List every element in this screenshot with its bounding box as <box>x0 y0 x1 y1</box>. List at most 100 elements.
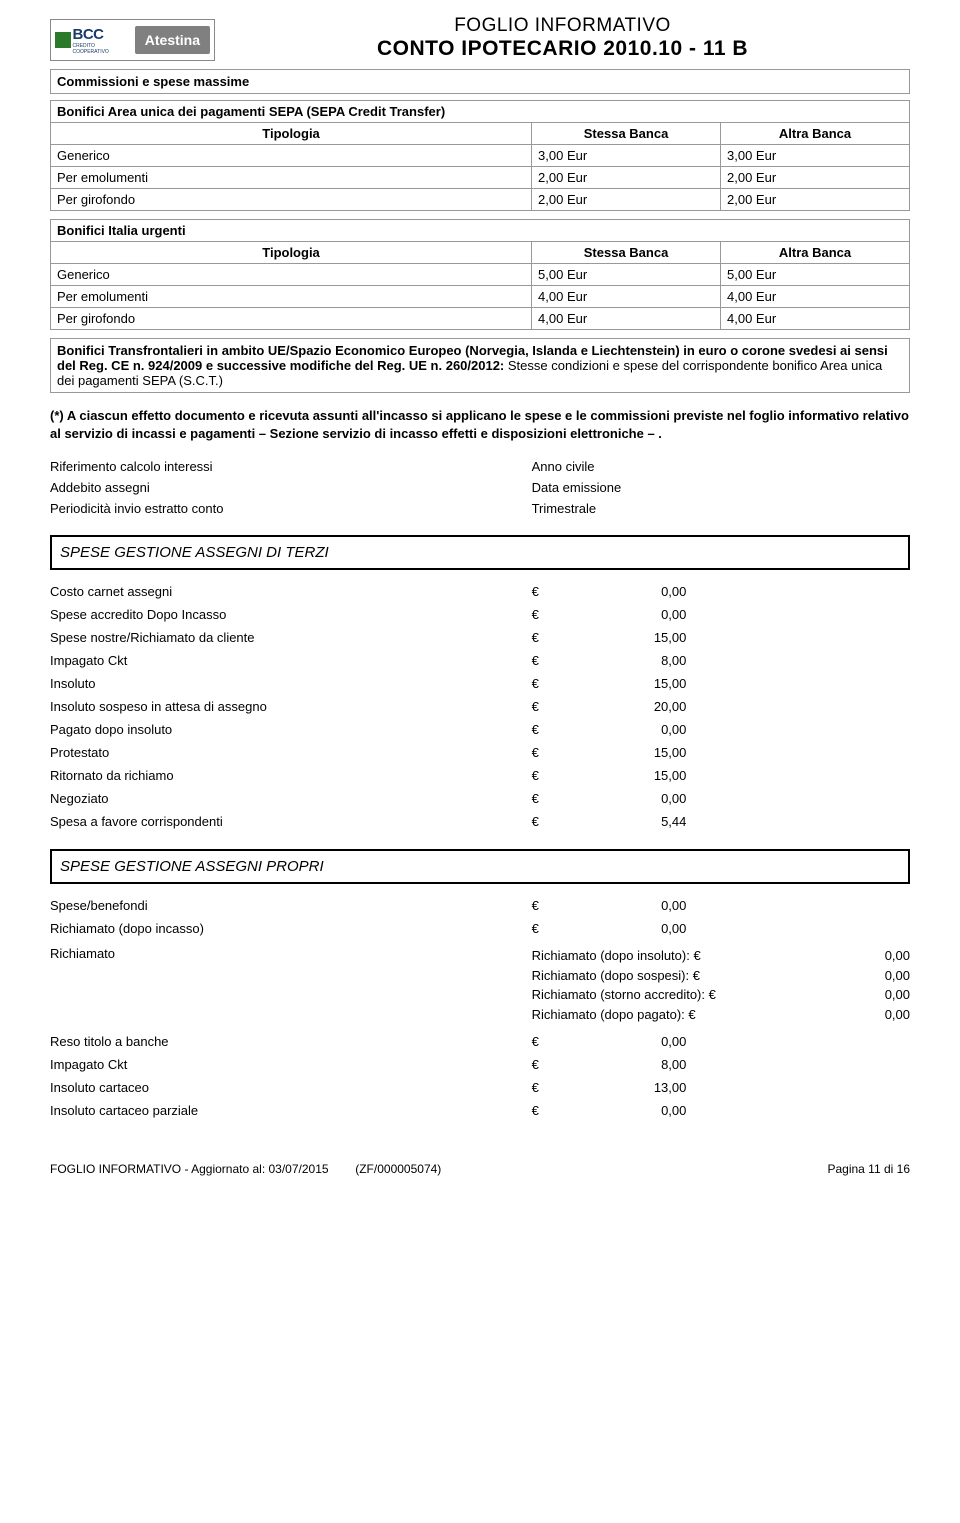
bank-logo: BCC CREDITO COOPERATIVO Atestina <box>50 19 215 61</box>
fee-label: Negoziato <box>50 791 532 806</box>
asterisk-paragraph: (*) A ciascun effetto documento e ricevu… <box>50 407 910 442</box>
richiamato-line: Richiamato (dopo pagato): €0,00 <box>532 1005 910 1025</box>
cell: 2,00 Eur <box>721 189 910 211</box>
fee-currency: € <box>532 1034 584 1049</box>
fee-row: Spese accredito Dopo Incasso€0,00 <box>50 603 910 626</box>
richiamato-line: Richiamato (storno accredito): €0,00 <box>532 985 910 1005</box>
cell: 4,00 Eur <box>721 286 910 308</box>
richiamato-block: Richiamato Richiamato (dopo insoluto): €… <box>50 940 910 1030</box>
section-commissioni-heading: Commissioni e spese massime <box>50 69 910 94</box>
fee-label: Reso titolo a banche <box>50 1034 532 1049</box>
fee-label: Insoluto cartaceo parziale <box>50 1103 532 1118</box>
kv-key: Addebito assegni <box>50 480 532 495</box>
fee-label: Pagato dopo insoluto <box>50 722 532 737</box>
footer-page-number: Pagina 11 di 16 <box>827 1162 910 1176</box>
cell: 5,00 Eur <box>532 264 721 286</box>
note-transfrontalieri: Bonifici Transfrontalieri in ambito UE/S… <box>50 338 910 393</box>
richiamato-line-label: Richiamato (dopo insoluto): € <box>532 946 850 966</box>
fee-row: Impagato Ckt€8,00 <box>50 649 910 672</box>
fee-label: Ritornato da richiamo <box>50 768 532 783</box>
fee-currency: € <box>532 1057 584 1072</box>
fee-amount: 0,00 <box>583 1103 686 1118</box>
cell: 4,00 Eur <box>532 308 721 330</box>
richiamato-line: Richiamato (dopo sospesi): €0,00 <box>532 966 910 986</box>
table-bonifici-sepa: Bonifici Area unica dei pagamenti SEPA (… <box>50 100 910 211</box>
kv-row: Riferimento calcolo interessi Anno civil… <box>50 456 910 477</box>
fee-label: Impagato Ckt <box>50 1057 532 1072</box>
fee-row: Costo carnet assegni€0,00 <box>50 580 910 603</box>
cell: 2,00 Eur <box>721 167 910 189</box>
fee-label: Insoluto cartaceo <box>50 1080 532 1095</box>
fee-label: Impagato Ckt <box>50 653 532 668</box>
table-row: Generico 3,00 Eur 3,00 Eur <box>51 145 910 167</box>
fee-amount: 0,00 <box>583 584 686 599</box>
fee-amount: 15,00 <box>583 745 686 760</box>
fee-currency: € <box>532 768 584 783</box>
section-terzi-heading: SPESE GESTIONE ASSEGNI DI TERZI <box>50 535 910 570</box>
richiamato-line-amount: 0,00 <box>838 966 910 986</box>
table-sepa-header-0: Tipologia <box>51 123 532 145</box>
fee-amount: 13,00 <box>583 1080 686 1095</box>
cell: Generico <box>51 145 532 167</box>
cell: 3,00 Eur <box>721 145 910 167</box>
logo-atestina: Atestina <box>135 26 210 54</box>
fee-row: Reso titolo a banche€0,00 <box>50 1030 910 1053</box>
footer-code: (ZF/000005074) <box>355 1162 441 1176</box>
fee-row: Insoluto€15,00 <box>50 672 910 695</box>
fee-currency: € <box>532 722 584 737</box>
fee-currency: € <box>532 607 584 622</box>
cell: Per emolumenti <box>51 167 532 189</box>
fee-amount: 20,00 <box>583 699 686 714</box>
fee-row: Protestato€15,00 <box>50 741 910 764</box>
fee-amount: 8,00 <box>583 653 686 668</box>
kv-value: Anno civile <box>532 459 910 474</box>
fee-row: Insoluto sospeso in attesa di assegno€20… <box>50 695 910 718</box>
key-value-block: Riferimento calcolo interessi Anno civil… <box>50 456 910 519</box>
propri-fee-list-before: Spese/benefondi€0,00 Richiamato (dopo inc… <box>50 894 910 940</box>
fee-amount: 0,00 <box>583 921 686 936</box>
doc-title-line2: CONTO IPOTECARIO 2010.10 - 11 B <box>215 37 910 61</box>
kv-row: Addebito assegni Data emissione <box>50 477 910 498</box>
table-italia-title: Bonifici Italia urgenti <box>51 220 910 242</box>
fee-amount: 8,00 <box>583 1057 686 1072</box>
fee-label: Spese accredito Dopo Incasso <box>50 607 532 622</box>
table-italia-header-1: Stessa Banca <box>532 242 721 264</box>
cell: 5,00 Eur <box>721 264 910 286</box>
cell: 2,00 Eur <box>532 189 721 211</box>
cell: 2,00 Eur <box>532 167 721 189</box>
fee-currency: € <box>532 745 584 760</box>
fee-row: Insoluto cartaceo parziale€0,00 <box>50 1099 910 1122</box>
propri-fee-list-after: Reso titolo a banche€0,00Impagato Ckt€8,… <box>50 1030 910 1122</box>
fee-amount: 0,00 <box>583 791 686 806</box>
fee-currency: € <box>532 898 584 913</box>
richiamato-line-label: Richiamato (dopo sospesi): € <box>532 966 838 986</box>
fee-amount: 15,00 <box>583 630 686 645</box>
fee-row: Pagato dopo insoluto€0,00 <box>50 718 910 741</box>
fee-row: Impagato Ckt€8,00 <box>50 1053 910 1076</box>
cell: Per emolumenti <box>51 286 532 308</box>
cell: 4,00 Eur <box>532 286 721 308</box>
kv-key: Periodicità invio estratto conto <box>50 501 532 516</box>
fee-currency: € <box>532 814 584 829</box>
table-row: Per emolumenti 2,00 Eur 2,00 Eur <box>51 167 910 189</box>
table-row: Per girofondo 2,00 Eur 2,00 Eur <box>51 189 910 211</box>
fee-label: Richiamato (dopo incasso) <box>50 921 532 936</box>
kv-key: Riferimento calcolo interessi <box>50 459 532 474</box>
fee-currency: € <box>532 584 584 599</box>
fee-amount: 15,00 <box>583 676 686 691</box>
table-row: Generico 5,00 Eur 5,00 Eur <box>51 264 910 286</box>
fee-amount: 0,00 <box>583 607 686 622</box>
richiamato-label: Richiamato <box>50 946 532 961</box>
cell: Per girofondo <box>51 189 532 211</box>
fee-amount: 0,00 <box>583 1034 686 1049</box>
table-italia-header-2: Altra Banca <box>721 242 910 264</box>
fee-label: Spese nostre/Richiamato da cliente <box>50 630 532 645</box>
document-header: BCC CREDITO COOPERATIVO Atestina FOGLIO … <box>50 15 910 61</box>
cell: Per girofondo <box>51 308 532 330</box>
kv-value: Trimestrale <box>532 501 910 516</box>
cell: 4,00 Eur <box>721 308 910 330</box>
fee-row: Spese nostre/Richiamato da cliente€15,00 <box>50 626 910 649</box>
richiamato-line-amount: 0,00 <box>850 946 910 966</box>
asterisk-text: (*) A ciascun effetto documento e ricevu… <box>50 408 909 441</box>
fee-row: Spese/benefondi€0,00 <box>50 894 910 917</box>
